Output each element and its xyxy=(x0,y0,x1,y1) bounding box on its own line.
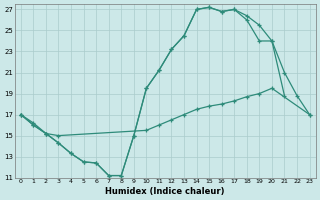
X-axis label: Humidex (Indice chaleur): Humidex (Indice chaleur) xyxy=(106,187,225,196)
